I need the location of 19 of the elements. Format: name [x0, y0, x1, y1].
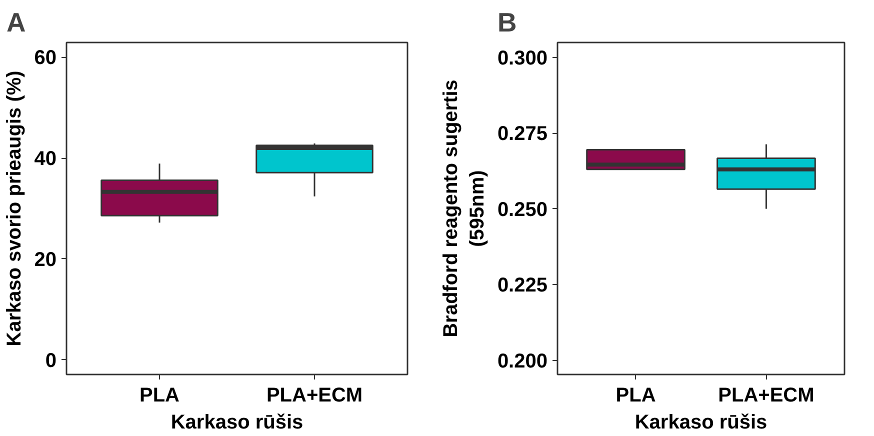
y-axis-title: Bradford reagento sugertis (595nm): [440, 80, 488, 338]
x-tick-label: PLA+ECM: [266, 384, 363, 406]
y-tick-label: 0: [45, 350, 56, 372]
x-tick-label: PLA+ECM: [718, 384, 814, 406]
y-tick-label: 60: [34, 47, 57, 70]
chart-title: B: [498, 8, 517, 38]
y-tick-label: 0.300: [497, 47, 548, 70]
chart-title: A: [6, 8, 26, 38]
y-tick-label: 20: [34, 248, 57, 271]
y-tick-label: 0.275: [497, 123, 548, 146]
x-axis-title: Karkaso rūšis: [634, 412, 768, 434]
y-axis-title: Karkaso svorio prieaugis (%): [3, 70, 26, 346]
y-tick-label: 0.200: [497, 350, 548, 372]
y-tick-label: 0.250: [497, 198, 548, 221]
x-tick-label: PLA: [140, 384, 180, 406]
x-axis-title: Karkaso rūšis: [170, 412, 304, 434]
x-tick-label: PLA: [616, 384, 656, 406]
y-tick-label: 0.225: [497, 274, 548, 297]
y-tick-label: 40: [34, 148, 57, 170]
